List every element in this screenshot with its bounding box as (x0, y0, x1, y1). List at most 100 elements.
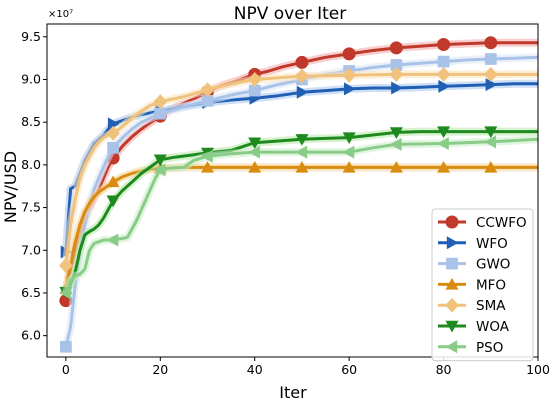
x-tick-label: 60 (341, 362, 357, 377)
series-mfo-marker (106, 175, 120, 188)
legend-label: SMA (476, 298, 506, 314)
x-tick-label: 100 (526, 362, 550, 377)
series-sma-line (64, 72, 538, 266)
series-sma-marker (342, 67, 356, 83)
series-pso-marker (389, 137, 402, 151)
series-mfo-marker (201, 160, 215, 173)
series-sma (59, 66, 538, 274)
legend-label: MFO (476, 277, 506, 293)
series-ccwfo-marker (389, 41, 403, 55)
series-mfo-marker (437, 160, 451, 173)
series-mfo-marker (389, 160, 403, 173)
series-pso-line (64, 137, 539, 294)
series-wfo-marker (296, 85, 309, 99)
series-woa (59, 126, 538, 299)
legend-marker (446, 257, 458, 270)
legend-item-woa: WOA (438, 319, 510, 335)
series-woa-marker (248, 137, 262, 150)
series-woa-marker (484, 126, 498, 139)
y-axis-label: NPV/USD (1, 151, 20, 223)
series-sma-marker (153, 94, 168, 110)
series-sma-marker (483, 66, 498, 82)
series-woa-marker (153, 154, 167, 167)
legend-marker (445, 320, 459, 333)
legend-item-sma: SMA (438, 297, 506, 314)
series-gwo-marker (248, 84, 261, 97)
series-woa-marker (342, 132, 356, 145)
legend-marker (445, 215, 459, 229)
legend-label: PSO (476, 340, 503, 356)
legend-marker (446, 236, 459, 250)
series-sma-marker (436, 66, 451, 82)
series-pso-marker (484, 135, 496, 149)
series-pso-marker (295, 145, 308, 159)
series-pso-marker (437, 137, 449, 151)
series-wfo-marker (107, 117, 120, 131)
series-mfo-marker (484, 160, 498, 173)
series-wfo-marker (343, 82, 356, 96)
x-tick-label: 80 (436, 362, 452, 377)
plot-frame (46, 23, 539, 358)
series-gwo-marker (154, 107, 167, 120)
legend-label: WFO (476, 236, 508, 252)
series-woa-marker (295, 134, 309, 146)
series-woa-marker (106, 195, 120, 208)
series-sma-marker (200, 82, 215, 98)
series-ccwfo-marker (484, 36, 498, 50)
series-pso-marker (153, 163, 166, 177)
legend: CCWFO WFO GWO MFO SMA WOA PSO (431, 208, 534, 362)
legend-marker (445, 340, 458, 354)
legend-item-pso: PSO (438, 340, 503, 356)
series-mfo-marker (342, 160, 356, 173)
series-pso-marker (342, 145, 355, 159)
series-gwo-marker (201, 94, 214, 107)
series-pso (59, 135, 539, 300)
series-pso-marker (106, 233, 119, 247)
legend-item-mfo: MFO (438, 277, 506, 293)
legend-item-gwo: GWO (438, 257, 510, 273)
x-axis-label: Iter (279, 383, 307, 402)
y-multiplier-label: ×10⁷ (48, 9, 73, 20)
y-tick-label: 7.0 (21, 242, 41, 257)
legend-item-wfo: WFO (438, 236, 508, 252)
legend-item-ccwfo: CCWFO (438, 215, 527, 231)
series-woa-marker (437, 126, 451, 139)
legend-label: CCWFO (476, 215, 527, 231)
chart-title: NPV over Iter (234, 4, 346, 24)
series-sma-marker (295, 68, 309, 84)
legend-label: GWO (476, 257, 510, 273)
series-woa-marker (389, 127, 403, 139)
plot-series (59, 36, 539, 353)
axis-ticks: 0 20 40 60 80 100 6.0 6.5 7.0 7.5 8.0 8.5 9.0 9.5 (21, 29, 550, 377)
series-sma-marker (389, 66, 404, 82)
y-tick-label: 9.5 (21, 29, 41, 44)
y-tick-label: 7.5 (21, 200, 41, 215)
series-ccwfo-marker (295, 55, 309, 69)
series-pso-marker (201, 149, 213, 163)
series-gwo-marker (437, 55, 450, 68)
legend-label: WOA (476, 319, 510, 335)
series-ccwfo-marker (437, 37, 451, 51)
y-tick-label: 8.5 (21, 114, 41, 129)
series-mfo-marker (295, 160, 309, 173)
x-tick-label: 0 (62, 362, 70, 377)
series-gwo-marker (60, 340, 72, 353)
series-wfo-marker (391, 81, 403, 95)
series-pso-marker (59, 286, 72, 300)
x-tick-label: 40 (247, 362, 263, 377)
series-sma-marker (59, 258, 73, 274)
series-sma-marker (106, 125, 120, 141)
series-wfo-marker (485, 78, 498, 92)
legend-marker (445, 297, 459, 313)
series-sma-marker (247, 72, 262, 87)
series-pso-marker (248, 145, 260, 159)
y-tick-label: 8.0 (21, 157, 41, 172)
series-wfo-marker (438, 79, 451, 93)
y-tick-label: 6.5 (21, 285, 41, 300)
x-tick-label: 20 (152, 362, 168, 377)
series-ccwfo-marker (342, 47, 356, 61)
y-tick-label: 9.0 (21, 72, 41, 87)
series-gwo-marker (484, 53, 497, 65)
series-gwo-marker (107, 141, 119, 154)
